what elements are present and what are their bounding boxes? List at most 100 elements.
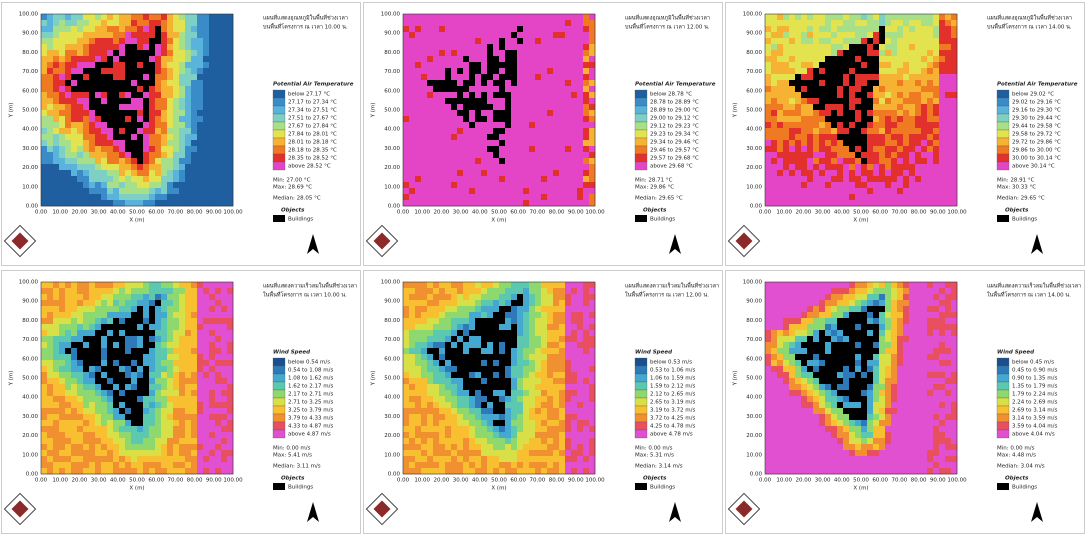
field-cell [517,282,523,288]
field-cell [161,176,167,182]
field-cell [427,110,433,116]
field-cell [125,134,131,140]
field-cell [215,176,221,182]
field-cell [227,330,233,336]
legend-label: 29.72 to 29.86 °C [1012,140,1061,146]
field-cell [541,92,547,98]
field-cell [475,354,481,360]
field-cell [801,152,807,158]
field-cell [197,468,203,474]
field-cell [71,80,77,86]
field-cell [559,98,565,104]
field-cell [421,188,427,194]
field-cell [421,74,427,80]
field-cell [463,74,469,80]
field-cell [155,152,161,158]
field-cell [583,38,589,44]
field-cell [789,20,795,26]
legend-swatch [997,154,1009,162]
field-cell [849,38,855,44]
field-cell [801,194,807,200]
field-cell [155,282,161,288]
field-cell [933,200,939,206]
field-cell [125,300,131,306]
field-cell [583,62,589,68]
field-cell [173,360,179,366]
field-cell [451,360,457,366]
field-cell [113,456,119,462]
field-cell [179,182,185,188]
field-cell [77,92,83,98]
field-cell [891,92,897,98]
field-cell [409,68,415,74]
field-cell [451,182,457,188]
field-cell [161,122,167,128]
field-cell [179,44,185,50]
field-cell [565,170,571,176]
field-cell [547,20,553,26]
field-cell [801,50,807,56]
field-cell [179,342,185,348]
field-cell [849,80,855,86]
field-cell [155,348,161,354]
field-cell [409,152,415,158]
field-cell [203,20,209,26]
field-cell [119,56,125,62]
field-cell [53,188,59,194]
field-cell [571,158,577,164]
field-cell [89,110,95,116]
field-cell [523,414,529,420]
field-cell [131,384,137,390]
field-cell [529,104,535,110]
field-cell [83,444,89,450]
field-cell [499,444,505,450]
field-cell [41,456,47,462]
field-cell [197,98,203,104]
field-cell [107,200,113,206]
field-cell [469,378,475,384]
field-cell [95,128,101,134]
field-cell [807,68,813,74]
field-cell [203,378,209,384]
field-cell [445,432,451,438]
field-cell [529,128,535,134]
field-cell [457,426,463,432]
field-cell [167,116,173,122]
field-cell [469,396,475,402]
field-cell [457,68,463,74]
field-cell [227,56,233,62]
field-cell [469,414,475,420]
field-cell [197,74,203,80]
field-cell [221,330,227,336]
field-cell [101,282,107,288]
field-cell [481,62,487,68]
field-cell [41,300,47,306]
field-cell [445,408,451,414]
field-cell [481,134,487,140]
field-cell [843,134,849,140]
field-cell [897,26,903,32]
field-cell [113,366,119,372]
field-cell [813,80,819,86]
field-cell [71,306,77,312]
field-cell [553,98,559,104]
field-cell [481,384,487,390]
field-cell [867,20,873,26]
field-cell [945,20,951,26]
field-cell [191,134,197,140]
field-cell [523,288,529,294]
field-cell [903,104,909,110]
field-cell [191,62,197,68]
field-cell [179,306,185,312]
field-cell [421,300,427,306]
field-cell [403,80,409,86]
field-cell [541,134,547,140]
field-cell [517,98,523,104]
field-cell [939,116,945,122]
field-cell [197,32,203,38]
field-cell [529,32,535,38]
field-cell [807,158,813,164]
field-cell [897,56,903,62]
field-cell [463,182,469,188]
field-cell [107,462,113,468]
